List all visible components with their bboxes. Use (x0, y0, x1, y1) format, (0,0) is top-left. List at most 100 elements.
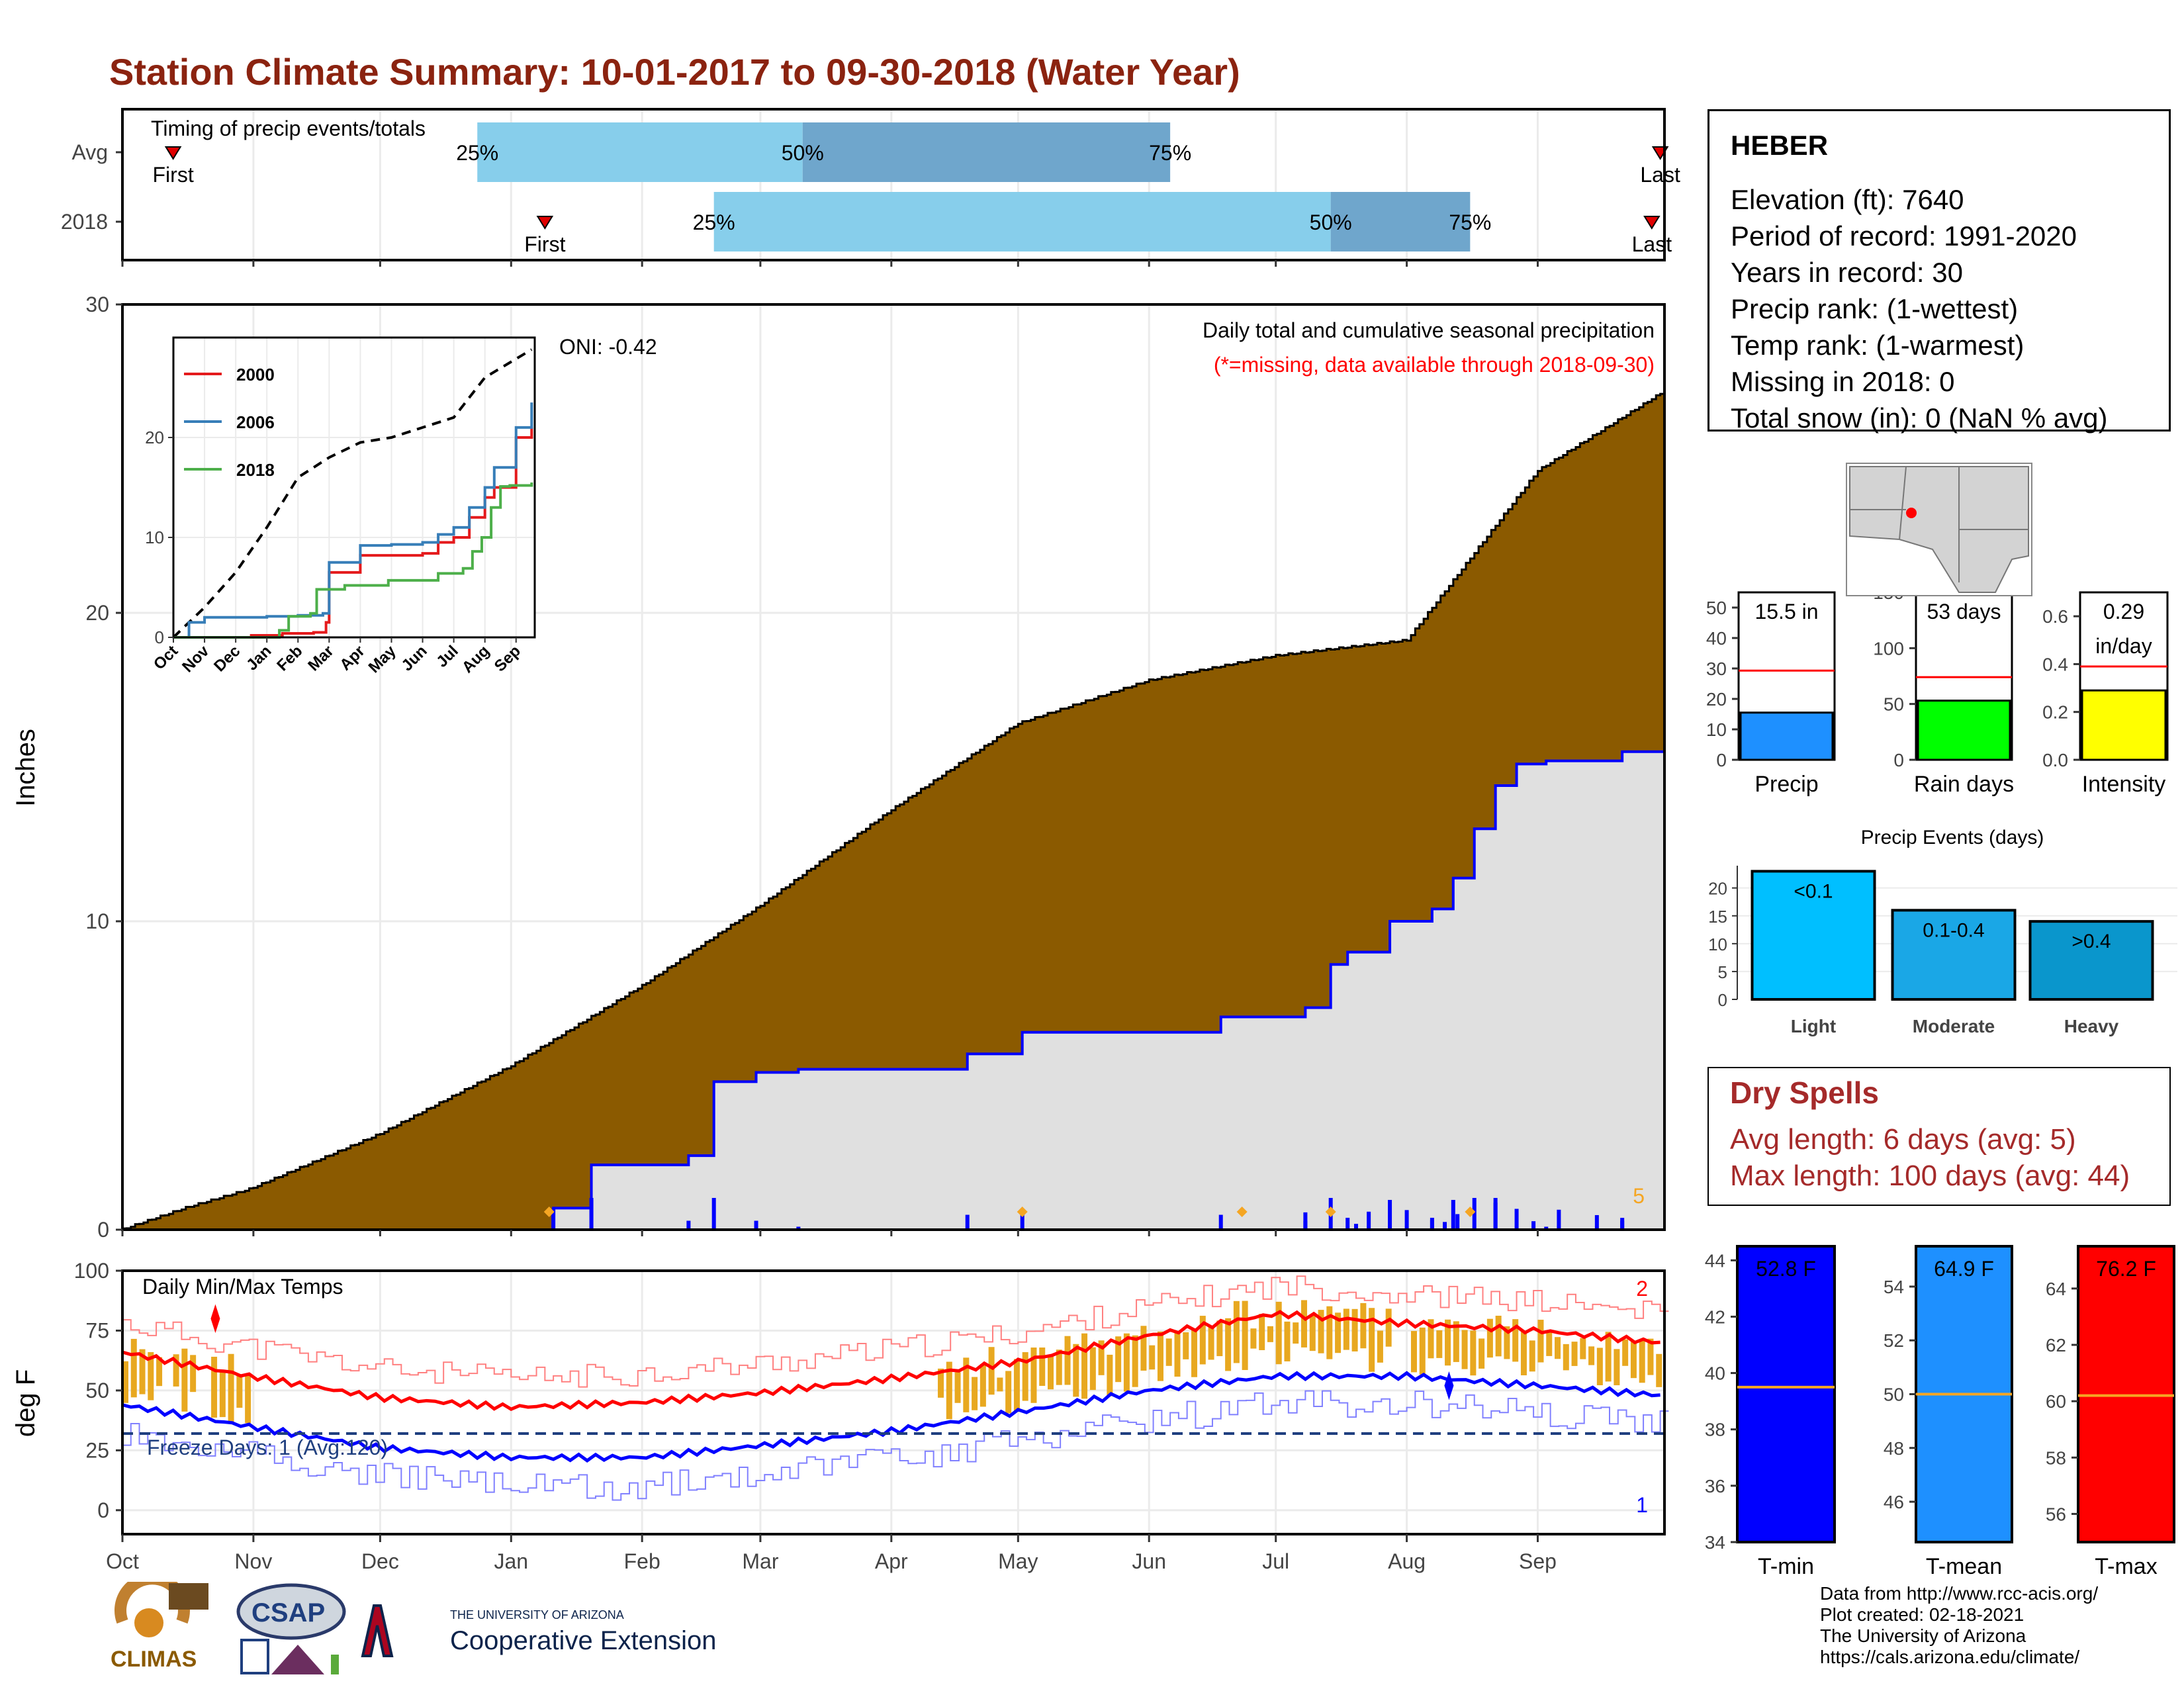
temp-range-bar (1428, 1319, 1434, 1359)
inset-ytick-label: 0 (155, 627, 164, 647)
csap-logo: CSAP (232, 1582, 351, 1681)
station-snow: Total snow (in): 0 (NaN % avg) (1731, 402, 2108, 434)
daily-precip-bar (551, 1209, 556, 1230)
temp-range-bar (1495, 1315, 1502, 1357)
month-label: Mar (742, 1549, 778, 1573)
temp-range-bar (1309, 1315, 1316, 1351)
month-label: Nov (234, 1549, 272, 1573)
temp-range-bar (1081, 1333, 1088, 1399)
temp-range-bar (1259, 1314, 1265, 1350)
temp-range-bar (1520, 1331, 1527, 1376)
footer-university: The University of Arizona (1820, 1625, 2026, 1646)
temp-summary-ytick-label: 40 (1705, 1363, 1725, 1384)
temp-summary-value-2: 76.2 F (2096, 1257, 2156, 1281)
daily-precip-bar (796, 1226, 801, 1230)
temp-range-bar (1013, 1359, 1020, 1412)
temp-range-bar (1419, 1327, 1426, 1375)
temp-range-bar (1436, 1330, 1443, 1358)
dry-spells-title: Dry Spells (1730, 1075, 1879, 1110)
daily-precip-bar (965, 1214, 970, 1230)
ua-logo (357, 1602, 397, 1661)
daily-precip-bar (1020, 1209, 1024, 1230)
events-bar-label-1: 0.1-0.4 (1923, 919, 1984, 941)
ua-title: THE UNIVERSITY OF ARIZONA (450, 1608, 624, 1622)
station-map (1846, 463, 2032, 596)
temp-range-bar (1073, 1344, 1079, 1397)
month-label: May (998, 1549, 1038, 1573)
temp-ytick-label: 50 (85, 1379, 109, 1402)
temp-extreme-max-line (122, 1275, 1669, 1388)
temp-summary-ytick-label: 42 (1705, 1306, 1725, 1327)
temp-ytick-label: 0 (97, 1498, 109, 1522)
precip-corner-label: 5 (1633, 1184, 1645, 1208)
daily-precip-bar (1557, 1209, 1561, 1230)
temp-range-bar (1056, 1349, 1062, 1385)
summary-ytick-label: 50 (1706, 598, 1727, 618)
temp-range-bar (228, 1353, 234, 1424)
temp-ytick-label: 100 (74, 1259, 109, 1283)
summary-ytick-label: 50 (1884, 694, 1904, 715)
summary-ytick-label: 0 (1893, 750, 1904, 770)
temp-range-bar (1571, 1342, 1578, 1366)
temp-summary-ytick-label: 64 (2046, 1279, 2066, 1299)
temp-ytick-label: 75 (85, 1318, 109, 1342)
station-info-box: HEBER Elevation (ft): 7640 Period of rec… (1707, 109, 2171, 434)
temp-summary-ytick-label: 58 (2046, 1447, 2066, 1468)
temp-title: Daily Min/Max Temps (142, 1275, 343, 1299)
temp-summary-ytick-label: 56 (2046, 1504, 2066, 1524)
record-max-marker (210, 1304, 220, 1334)
timing-p50-label: 50% (1310, 210, 1352, 234)
temp-range-bar (1039, 1348, 1046, 1386)
temp-range-bar (1343, 1308, 1349, 1350)
temp-avg-max-line (122, 1310, 1661, 1411)
temp-range-bar (1369, 1308, 1375, 1372)
events-ytick-label: 15 (1708, 907, 1727, 927)
precip-ytick-label: 10 (85, 909, 109, 933)
precip-events-panel: Precip Events (days) <0.1 Light 0.1-0.4 Mode… (1708, 827, 2177, 1036)
temp-range-bar (1022, 1352, 1028, 1401)
timing-last-marker (1643, 216, 1661, 230)
timing-p75-label: 75% (1149, 141, 1191, 165)
precip-ylabel: Inches (11, 729, 40, 807)
events-category-1: Moderate (1913, 1016, 1995, 1036)
temp-range-bar (156, 1357, 163, 1387)
timing-bar-50-75 (1330, 192, 1471, 251)
temp-range-bar (1293, 1322, 1299, 1344)
temp-range-bar (1123, 1333, 1130, 1392)
precip-event-marker (1236, 1207, 1248, 1217)
temp-range-bar (1479, 1338, 1485, 1369)
timing-first-marker (164, 146, 182, 160)
climas-logo: CLIMAS (109, 1573, 215, 1681)
events-bar-label-0: <0.1 (1794, 880, 1833, 902)
temp-range-bar (181, 1348, 188, 1412)
temp-range-bar (236, 1375, 243, 1408)
temp-range-bar (219, 1372, 226, 1418)
temp-range-bar (1005, 1371, 1012, 1414)
events-bar-0 (1751, 870, 1876, 1001)
temp-range-bar (1132, 1335, 1138, 1387)
temp-extreme-min-line (122, 1390, 1669, 1501)
precip-event-marker (1017, 1207, 1028, 1217)
temp-range-bar (1157, 1331, 1163, 1381)
temp-range-bar (1445, 1319, 1451, 1366)
temp-summary-value-0: 52.8 F (1756, 1257, 1816, 1281)
temp-range-bar (1089, 1347, 1096, 1391)
temp-range-bar (1563, 1344, 1569, 1371)
inset-legend-label: 2000 (236, 365, 275, 385)
daily-precip-bar (711, 1198, 716, 1230)
inset-ytick-label: 10 (145, 527, 164, 547)
temp-ylabel: deg F (11, 1369, 40, 1437)
ua-subtitle: Cooperative Extension (450, 1626, 717, 1655)
temp-range-bar (1588, 1346, 1595, 1365)
events-ytick-label: 20 (1708, 879, 1727, 899)
month-label: Oct (106, 1549, 139, 1573)
daily-precip-bar (1544, 1226, 1549, 1230)
timing-bar-25-50 (477, 122, 803, 182)
temp-range-bar (1656, 1353, 1662, 1387)
timing-last-label: Last (1632, 232, 1672, 256)
temp-range-bar (1165, 1338, 1172, 1366)
temp-range-bar (1377, 1330, 1383, 1363)
timing-p50-label: 50% (782, 141, 824, 165)
summary-ytick-label: 0.2 (2042, 702, 2068, 723)
events-category-0: Light (1791, 1016, 1836, 1036)
